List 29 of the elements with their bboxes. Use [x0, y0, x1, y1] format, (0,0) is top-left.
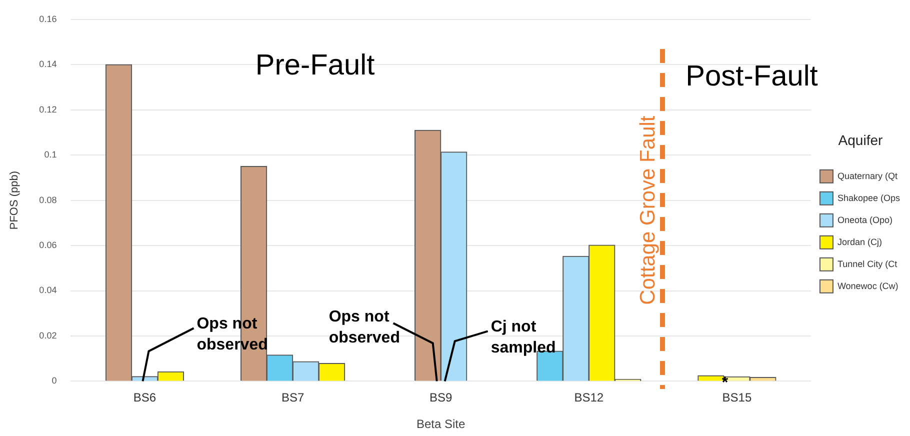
legend-label: Oneota (Opo) [837, 214, 892, 225]
legend-title: Aquifer [838, 132, 883, 148]
x-tick-label: BS6 [133, 390, 156, 405]
y-tick-label: 0.12 [39, 104, 57, 114]
x-tick-label: BS15 [722, 390, 752, 405]
x-axis-title: Beta Site [416, 417, 466, 432]
x-tick-label: BS9 [429, 390, 453, 405]
legend-label: Tunnel City (Ct [837, 258, 898, 269]
legend-label: Shakopee (Ops [837, 192, 900, 203]
y-tick-label: 0.04 [39, 285, 57, 296]
y-tick-label: 0.16 [39, 14, 57, 24]
y-tick-label: 0.08 [39, 194, 57, 205]
y-tick-label: 0.06 [39, 240, 57, 250]
annotation: * [722, 374, 729, 392]
annotation: Pre-Fault [255, 49, 375, 82]
y-tick-label: 0.14 [39, 59, 57, 70]
legend-label: Quaternary (Qt [837, 170, 898, 181]
x-tick-label: BS12 [574, 390, 604, 405]
y-tick-label: 0.02 [39, 330, 57, 340]
annotation: Cottage Grove Fault [636, 116, 660, 305]
legend-label: Wonewoc (Cw) [837, 280, 898, 291]
y-tick-label: 0.1 [44, 150, 57, 160]
annotation: Cj not sampled [490, 318, 556, 357]
annotation: Post-Fault [686, 60, 818, 92]
x-tick-label: BS7 [281, 390, 304, 405]
legend-label: Jordan (Cj) [837, 236, 882, 247]
annotation: Ops not observed [328, 308, 400, 347]
y-axis-title: PFOS (ppb) [8, 170, 21, 230]
y-tick-label: 0 [52, 376, 57, 386]
